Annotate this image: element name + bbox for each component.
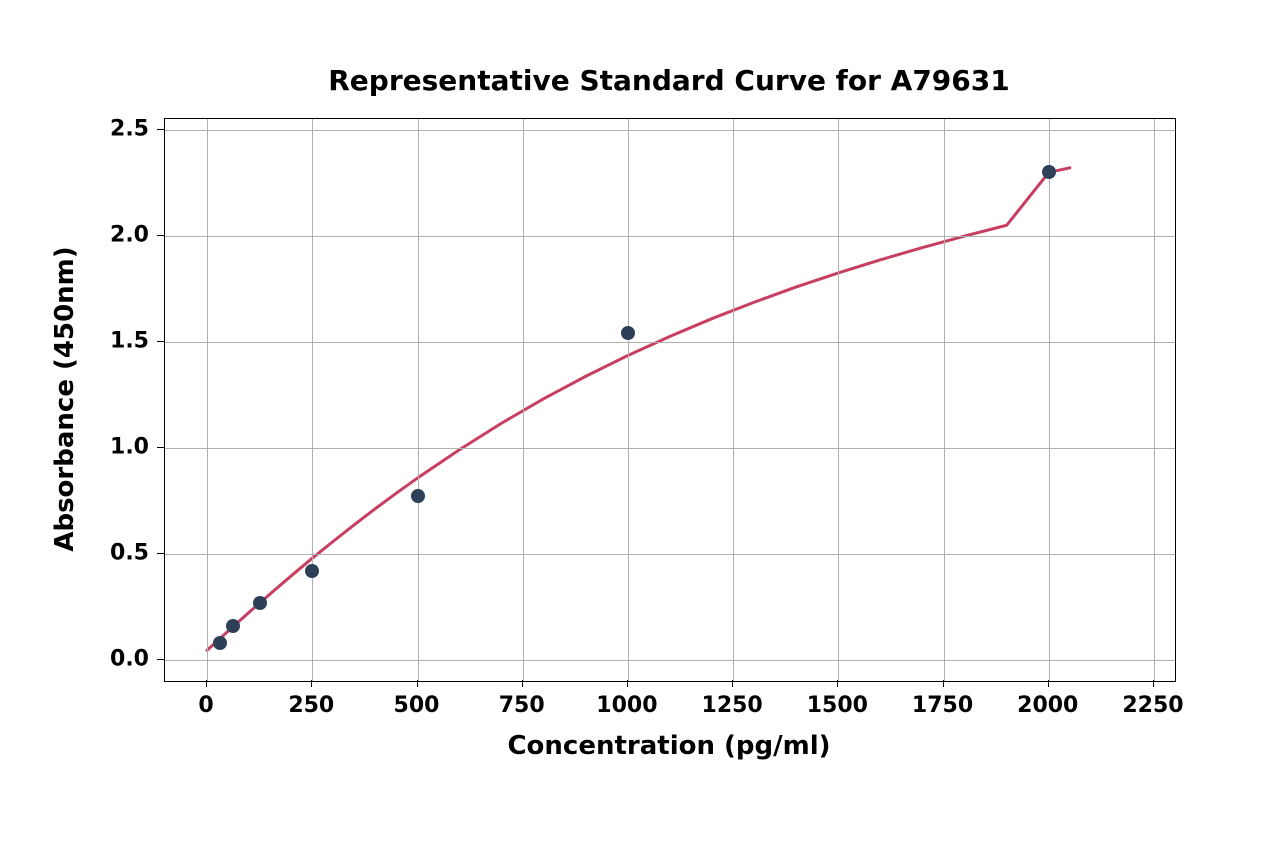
x-tick-label: 0 (198, 693, 213, 718)
grid-line-vertical (944, 119, 945, 681)
chart-title: Representative Standard Curve for A79631 (328, 64, 1010, 97)
x-tick-mark (417, 680, 418, 687)
data-point (226, 619, 240, 633)
x-tick-label: 750 (499, 693, 545, 718)
x-tick-label: 250 (288, 693, 334, 718)
grid-line-horizontal (165, 448, 1175, 449)
grid-line-vertical (1154, 119, 1155, 681)
x-tick-label: 2000 (1017, 693, 1078, 718)
x-tick-mark (206, 680, 207, 687)
y-tick-mark (157, 235, 164, 236)
y-tick-label: 1.0 (110, 434, 149, 459)
data-point (411, 489, 425, 503)
grid-line-horizontal (165, 342, 1175, 343)
grid-line-vertical (838, 119, 839, 681)
grid-line-vertical (418, 119, 419, 681)
x-tick-label: 1250 (702, 693, 763, 718)
x-tick-mark (627, 680, 628, 687)
data-point (621, 326, 635, 340)
x-tick-label: 2250 (1122, 693, 1183, 718)
y-tick-label: 0.5 (110, 540, 149, 565)
grid-line-horizontal (165, 130, 1175, 131)
grid-line-horizontal (165, 236, 1175, 237)
x-tick-mark (522, 680, 523, 687)
y-tick-mark (157, 659, 164, 660)
x-tick-mark (311, 680, 312, 687)
grid-line-vertical (1049, 119, 1050, 681)
data-point (305, 564, 319, 578)
figure: Representative Standard Curve for A79631… (0, 0, 1280, 845)
y-tick-label: 2.0 (110, 222, 149, 247)
x-tick-mark (837, 680, 838, 687)
y-tick-label: 1.5 (110, 328, 149, 353)
data-point (253, 596, 267, 610)
y-tick-mark (157, 341, 164, 342)
grid-line-vertical (523, 119, 524, 681)
data-point (1042, 165, 1056, 179)
x-axis-label: Concentration (pg/ml) (507, 731, 830, 761)
y-tick-mark (157, 129, 164, 130)
x-tick-mark (1048, 680, 1049, 687)
grid-line-vertical (207, 119, 208, 681)
y-tick-label: 2.5 (110, 116, 149, 141)
grid-line-vertical (733, 119, 734, 681)
data-point (213, 636, 227, 650)
y-tick-mark (157, 447, 164, 448)
y-axis-label: Absorbance (450nm) (50, 246, 80, 551)
y-tick-label: 0.0 (110, 646, 149, 671)
fit-curve (165, 119, 1175, 681)
grid-line-horizontal (165, 554, 1175, 555)
x-tick-mark (1153, 680, 1154, 687)
grid-line-vertical (312, 119, 313, 681)
x-tick-label: 1000 (596, 693, 657, 718)
x-tick-mark (732, 680, 733, 687)
x-tick-mark (943, 680, 944, 687)
y-tick-mark (157, 553, 164, 554)
x-tick-label: 500 (394, 693, 440, 718)
plot-area (164, 118, 1176, 682)
grid-line-horizontal (165, 660, 1175, 661)
x-tick-label: 1500 (807, 693, 868, 718)
x-tick-label: 1750 (912, 693, 973, 718)
grid-line-vertical (628, 119, 629, 681)
